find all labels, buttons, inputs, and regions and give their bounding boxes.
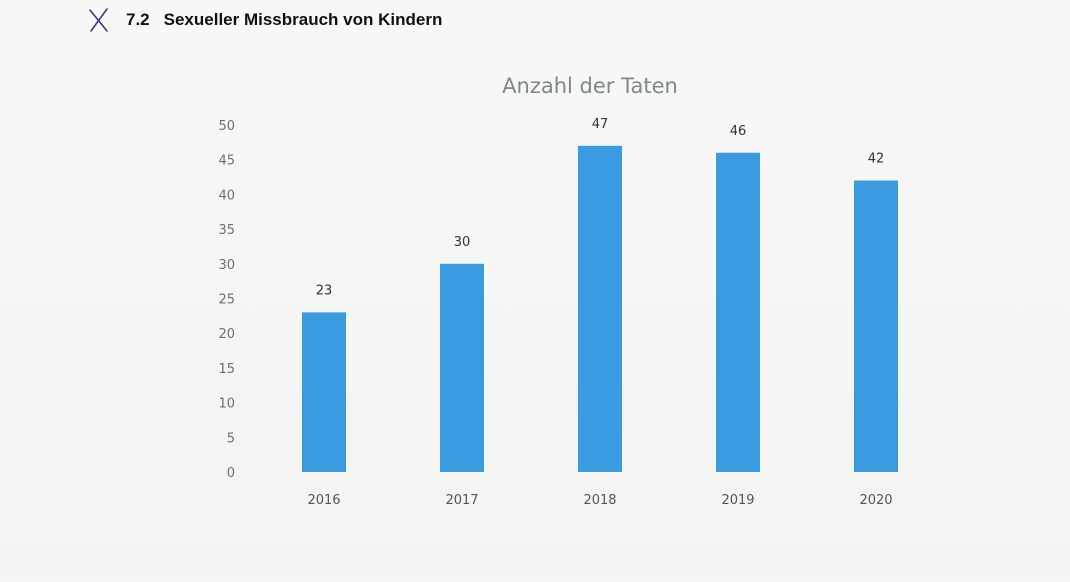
- chart-title: Anzahl der Taten: [502, 74, 678, 98]
- x-tick-label: 2016: [307, 493, 340, 508]
- data-label: 42: [868, 152, 885, 167]
- data-label: 47: [592, 117, 609, 132]
- x-axis: 2016 2017 2018 2019 2020: [307, 493, 892, 508]
- y-tick-label: 30: [218, 258, 235, 273]
- section-number: 7.2: [126, 10, 150, 29]
- y-axis: 0 5 10 15 20 25 30 35 40 45 50: [218, 119, 235, 481]
- y-tick-label: 40: [218, 188, 235, 203]
- x-tick-label: 2020: [859, 493, 892, 508]
- bar: [578, 145, 622, 472]
- x-tick-label: 2018: [583, 493, 616, 508]
- data-label: 30: [454, 235, 471, 250]
- x-mark-icon: [89, 8, 108, 32]
- y-tick-label: 45: [218, 154, 235, 169]
- bar: [716, 152, 760, 472]
- y-tick-label: 20: [218, 327, 235, 342]
- section-title: Sexueller Missbrauch von Kindern: [163, 10, 443, 29]
- bar: [854, 180, 898, 472]
- y-tick-label: 35: [218, 223, 235, 238]
- x-tick-label: 2019: [721, 493, 754, 508]
- bar: [302, 312, 346, 472]
- data-label: 46: [730, 124, 747, 139]
- x-tick-label: 2017: [445, 493, 478, 508]
- bars: [302, 145, 898, 472]
- y-tick-label: 50: [218, 119, 235, 134]
- data-label: 23: [316, 283, 333, 298]
- y-tick-label: 10: [218, 397, 235, 412]
- y-tick-label: 15: [218, 362, 235, 377]
- bar: [440, 263, 484, 472]
- y-tick-label: 5: [227, 431, 235, 446]
- y-tick-label: 25: [218, 293, 235, 308]
- data-labels: 23 30 47 46 42: [316, 117, 885, 299]
- y-tick-label: 0: [227, 466, 235, 481]
- section-heading: 7.2 Sexueller Missbrauch von Kindern: [86, 6, 442, 34]
